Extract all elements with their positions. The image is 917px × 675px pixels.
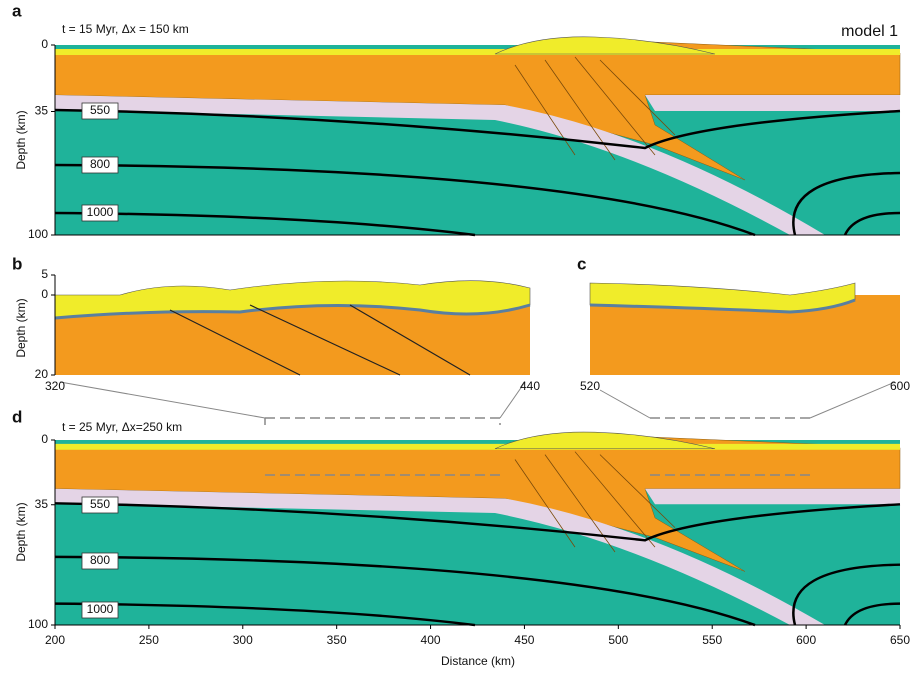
zoom-section (55, 281, 530, 375)
y-axis-label: Depth (km) (14, 110, 28, 169)
isotherm-label: 550 (90, 103, 110, 117)
annotation: t = 15 Myr, Δx = 150 km (62, 22, 189, 36)
x-tick-label: 250 (139, 633, 159, 647)
y-tick-label: 5 (41, 267, 48, 281)
model-section (55, 37, 900, 235)
isotherm-label: 1000 (87, 602, 114, 616)
annotation: t = 25 Myr, Δx=250 km (62, 420, 182, 434)
x-tick-label: 350 (327, 633, 347, 647)
x-axis-label: Distance (km) (441, 654, 515, 668)
x-tick-label: 200 (45, 633, 65, 647)
x-tick-label: 440 (520, 379, 540, 393)
x-tick-label: 450 (514, 633, 534, 647)
y-tick-label: 0 (41, 432, 48, 446)
isotherm-label: 800 (90, 157, 110, 171)
zoom-section (590, 283, 900, 375)
isotherm-label: 1000 (87, 205, 114, 219)
model-section (55, 432, 900, 625)
x-tick-label: 300 (233, 633, 253, 647)
isotherm-label: 550 (90, 497, 110, 511)
x-tick-label: 500 (608, 633, 628, 647)
y-tick-label: 100 (28, 617, 48, 631)
y-tick-label: 35 (35, 104, 49, 118)
x-tick-label: 320 (45, 379, 65, 393)
figure: a t = 15 Myr, Δx = 150 km model 1 b c d … (0, 0, 917, 675)
y-tick-label: 100 (28, 227, 48, 241)
panel-label: b (12, 254, 22, 273)
y-axis-label: Depth (km) (14, 502, 28, 561)
panel-label: a (12, 1, 22, 20)
y-tick-label: 0 (41, 287, 48, 301)
x-tick-label: 550 (702, 633, 722, 647)
panel-label: c (577, 254, 586, 273)
isotherm-label: 800 (90, 553, 110, 567)
model-label: model 1 (841, 23, 898, 40)
panel-label: d (12, 407, 22, 426)
x-tick-label: 600 (890, 379, 910, 393)
y-axis-label: Depth (km) (14, 298, 28, 357)
x-tick-label: 520 (580, 379, 600, 393)
zoom-connector (60, 382, 895, 418)
y-tick-label: 35 (35, 497, 49, 511)
x-tick-label: 600 (796, 633, 816, 647)
x-tick-label: 400 (421, 633, 441, 647)
x-tick-label: 650 (890, 633, 910, 647)
y-tick-label: 0 (41, 37, 48, 51)
